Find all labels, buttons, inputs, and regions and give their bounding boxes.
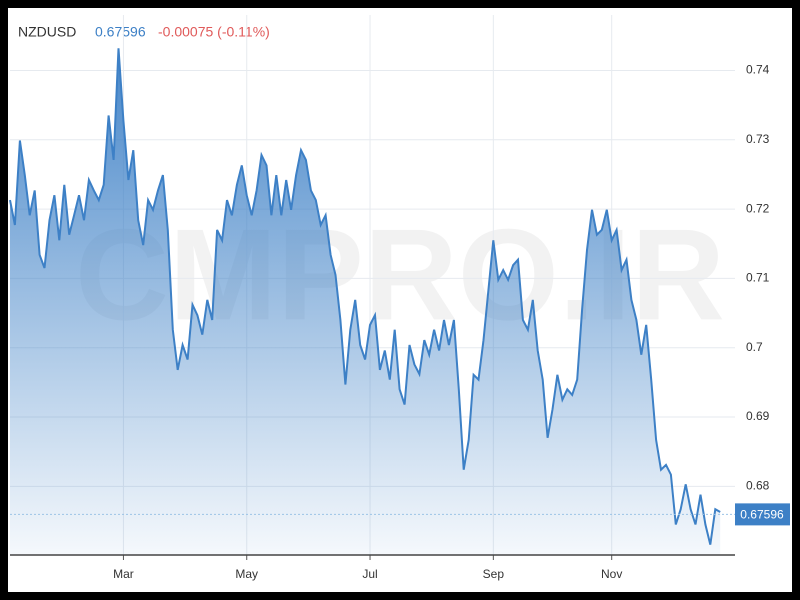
symbol: NZDUSD bbox=[18, 24, 76, 40]
last-price-box bbox=[735, 503, 790, 526]
y-tick-label: 0.72 bbox=[746, 201, 770, 215]
x-tick-label: May bbox=[235, 567, 258, 581]
price-line bbox=[9, 48, 721, 545]
y-tick-label: 0.74 bbox=[746, 63, 770, 77]
x-tick-label: Nov bbox=[601, 567, 622, 581]
y-tick-label: 0.7 bbox=[746, 340, 763, 354]
x-tick-label: Jul bbox=[362, 567, 377, 581]
x-tick-label: Mar bbox=[113, 567, 134, 581]
y-tick-label: 0.68 bbox=[746, 479, 770, 493]
y-tick-label: 0.71 bbox=[746, 271, 770, 285]
last-price: 0.67596 bbox=[95, 24, 146, 40]
y-tick-label: 0.73 bbox=[746, 132, 770, 146]
y-tick-label: 0.69 bbox=[746, 409, 770, 423]
last-price-label: 0.67596 bbox=[740, 508, 784, 522]
area-fill bbox=[10, 48, 721, 556]
x-tick-label: Sep bbox=[483, 567, 505, 581]
change: -0.00075 (-0.11%) bbox=[158, 24, 270, 40]
